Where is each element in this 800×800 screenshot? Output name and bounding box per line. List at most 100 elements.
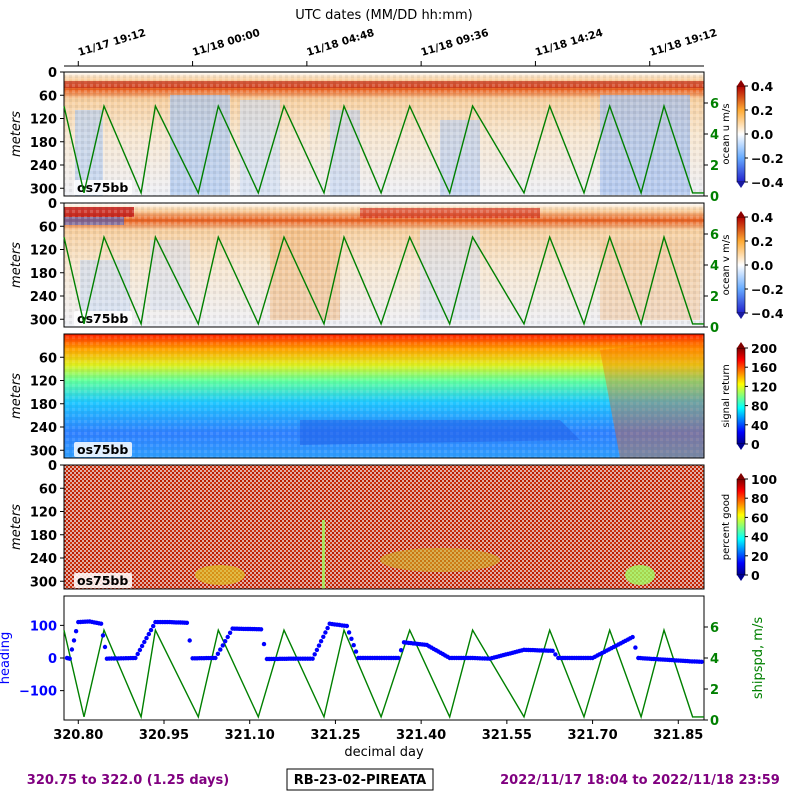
colorbar (736, 347, 746, 445)
depth-axis-label: meters (9, 504, 24, 550)
panel-label-box (74, 180, 132, 195)
speed-tick-label: 0 (710, 321, 719, 336)
x-tick-label: 321.10 (225, 728, 275, 743)
heading-point (184, 620, 190, 625)
heading-point (630, 634, 635, 640)
x-axis-label: decimal day (344, 745, 424, 760)
shipspeed-line (63, 234, 704, 327)
speed-tick-label: 4 (710, 259, 719, 274)
depth-axis-label: meters (9, 373, 24, 419)
top-tick-label: 11/17 19:12 (77, 27, 148, 59)
heading-point (102, 644, 108, 650)
colorbar-tick-label: 0.0 (751, 127, 773, 142)
panel-label-box (74, 573, 132, 588)
shipspeed-line (63, 627, 704, 720)
heading-point (349, 636, 354, 641)
colorbar-tick-label: 40 (751, 530, 769, 545)
heading-point (98, 621, 104, 626)
heading-point (346, 630, 352, 635)
heading-point (71, 638, 77, 643)
heading-point (396, 655, 401, 661)
heading-point (261, 641, 267, 647)
panel-label: os75bb (77, 442, 128, 457)
colorbar-tick-label: 0 (751, 437, 760, 452)
heading-point (215, 651, 221, 656)
heading-point (325, 625, 330, 631)
colorbar-tick-label: −0.2 (751, 282, 784, 297)
depth-tick-label: 180 (30, 136, 57, 151)
colorbar-tick-label: 0.2 (751, 103, 773, 118)
heading-point (133, 655, 138, 661)
heading-point (310, 656, 315, 661)
colorbar-tick-label: 200 (751, 341, 777, 356)
panel-label-box (74, 311, 132, 326)
depth-tick-label: 60 (39, 89, 57, 104)
top-axis-ticks: 11/17 19:12 11/18 00:00 11/18 04:48 11/18 0… (77, 27, 719, 66)
colorbar (736, 478, 746, 576)
heading-axis-label: heading (0, 632, 13, 685)
heading-point (321, 634, 326, 639)
ocean-u-blue-patches (64, 72, 704, 196)
heading-tick-label: 0 (48, 652, 57, 667)
depth-tick-label: 0 (48, 197, 57, 212)
heading-point (312, 652, 317, 657)
depth-tick-label: 120 (30, 113, 57, 128)
depth-tick-label: 180 (30, 398, 57, 413)
heading-point (225, 634, 230, 640)
colorbar-tick-label: 0.0 (751, 258, 773, 273)
colorbar-label: signal return (721, 364, 732, 427)
heading-point (218, 647, 223, 652)
heading-point (69, 647, 75, 652)
heading-point (351, 643, 356, 648)
depth-tick-label: 300 (30, 444, 57, 459)
colorbar-tick-label: 100 (751, 472, 777, 487)
colorbar-tick-label: −0.4 (751, 175, 784, 190)
speed-tick-label: 6 (710, 228, 719, 243)
depth-tick-label: 60 (39, 220, 57, 235)
heading-tick-label: 100 (30, 619, 57, 634)
colorbar-extend-bottom (737, 575, 745, 581)
depth-axis-label: meters (9, 242, 24, 288)
shipspeed-tick-label: 0 (710, 714, 719, 729)
colorbar-extend-top (737, 473, 745, 479)
panel-label: os75bb (77, 180, 128, 195)
shipspeed-axis-label: shipspd, m/s (751, 617, 766, 699)
heading-point (699, 659, 704, 664)
depth-tick-label: 120 (30, 375, 57, 390)
heading-point (213, 655, 218, 661)
heading-point (139, 643, 145, 649)
speed-tick-label: 0 (710, 190, 719, 205)
heading-point (148, 627, 154, 633)
x-tick-label: 321.25 (310, 728, 360, 743)
depth-tick-label: 300 (30, 575, 57, 590)
footer-day-range: 320.75 to 322.0 (1.25 days) (27, 773, 229, 788)
colorbar-extend-top (737, 342, 745, 348)
colorbar-tick-label: 0 (751, 568, 760, 583)
depth-tick-label: 180 (30, 529, 57, 544)
depth-tick-label: 180 (30, 267, 57, 282)
colorbar-tick-label: 120 (751, 379, 777, 394)
heading-point (223, 639, 228, 644)
depth-tick-label: 0 (48, 66, 57, 81)
colorbar-tick-label: −0.2 (751, 151, 784, 166)
depth-tick-label: 300 (30, 313, 57, 328)
colorbar (736, 216, 746, 314)
x-tick-label: 321.55 (482, 728, 532, 743)
shipspeed-line (63, 103, 704, 196)
depth-tick-label: 120 (30, 506, 57, 521)
top-axis-title: UTC dates (MM/DD hh:mm) (295, 8, 472, 23)
depth-tick-label: 120 (30, 244, 57, 259)
colorbar-tick-label: 0.4 (751, 79, 773, 94)
heading-point (258, 627, 264, 632)
heading-point (633, 645, 638, 650)
top-tick-label: 11/18 00:00 (191, 27, 262, 59)
speed-tick-label: 2 (710, 290, 719, 305)
x-tick-label: 321.85 (653, 728, 703, 743)
top-tick-label: 11/18 19:12 (648, 27, 719, 59)
depth-tick-label: 240 (30, 421, 57, 436)
colorbar-tick-label: 0.2 (751, 234, 773, 249)
heading-point (323, 630, 328, 635)
colorbar-tick-label: 20 (751, 549, 769, 564)
footer-date-range: 2022/11/17 18:04 to 2022/11/18 23:59 (500, 773, 780, 788)
heading-point (553, 652, 558, 657)
